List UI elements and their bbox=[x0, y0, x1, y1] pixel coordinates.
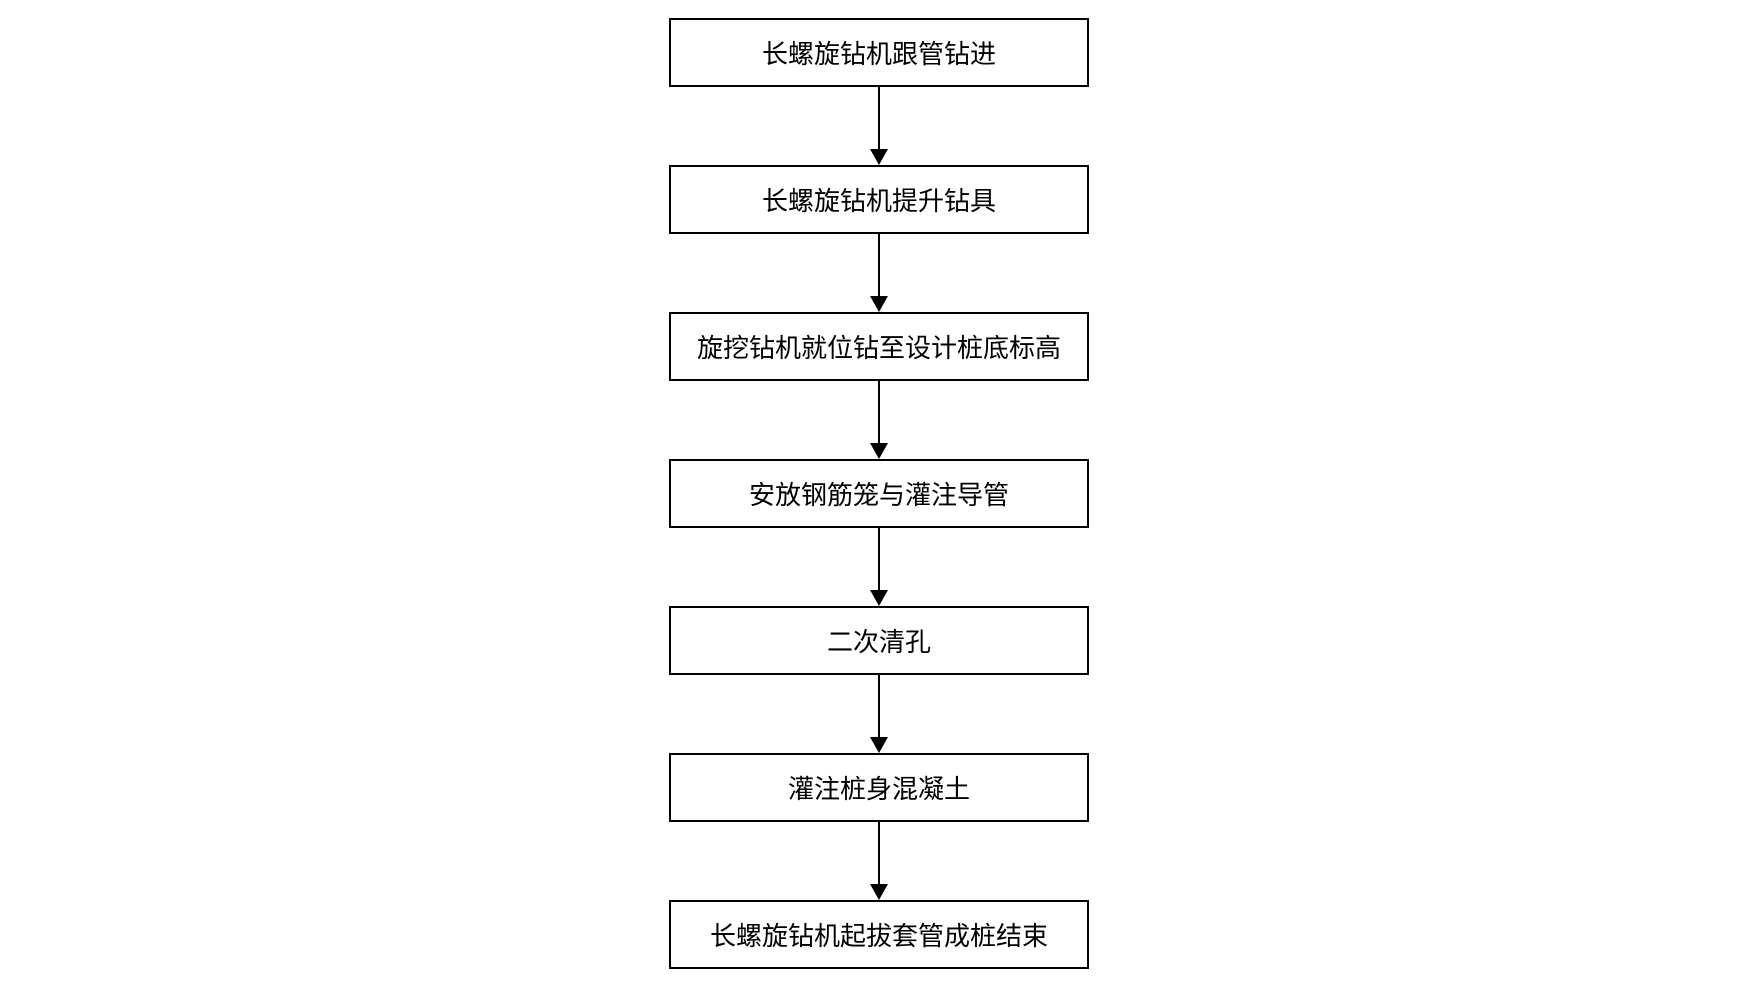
flowchart-node: 灌注桩身混凝土 bbox=[669, 753, 1089, 822]
arrow-down-icon bbox=[870, 528, 888, 606]
arrow-line bbox=[878, 234, 880, 296]
arrow-head bbox=[870, 884, 888, 900]
arrow-line bbox=[878, 675, 880, 737]
flowchart-node: 长螺旋钻机起拔套管成桩结束 bbox=[669, 900, 1089, 969]
node-label: 灌注桩身混凝土 bbox=[788, 769, 970, 806]
node-label: 安放钢筋笼与灌注导管 bbox=[749, 475, 1009, 512]
node-label: 长螺旋钻机跟管钻进 bbox=[762, 34, 996, 71]
arrow-down-icon bbox=[870, 234, 888, 312]
arrow-down-icon bbox=[870, 822, 888, 900]
flowchart-container: 长螺旋钻机跟管钻进 长螺旋钻机提升钻具 旋挖钻机就位钻至设计桩底标高 安放钢筋笼… bbox=[669, 18, 1089, 969]
arrow-head bbox=[870, 149, 888, 165]
node-label: 二次清孔 bbox=[827, 622, 931, 659]
arrow-head bbox=[870, 737, 888, 753]
flowchart-node: 旋挖钻机就位钻至设计桩底标高 bbox=[669, 312, 1089, 381]
flowchart-node: 二次清孔 bbox=[669, 606, 1089, 675]
flowchart-node: 长螺旋钻机提升钻具 bbox=[669, 165, 1089, 234]
node-label: 长螺旋钻机提升钻具 bbox=[762, 181, 996, 218]
arrow-line bbox=[878, 528, 880, 590]
arrow-line bbox=[878, 87, 880, 149]
arrow-down-icon bbox=[870, 381, 888, 459]
flowchart-node: 长螺旋钻机跟管钻进 bbox=[669, 18, 1089, 87]
arrow-head bbox=[870, 443, 888, 459]
arrow-line bbox=[878, 822, 880, 884]
arrow-down-icon bbox=[870, 675, 888, 753]
arrow-down-icon bbox=[870, 87, 888, 165]
node-label: 长螺旋钻机起拔套管成桩结束 bbox=[710, 916, 1048, 953]
arrow-line bbox=[878, 381, 880, 443]
node-label: 旋挖钻机就位钻至设计桩底标高 bbox=[697, 328, 1061, 365]
flowchart-node: 安放钢筋笼与灌注导管 bbox=[669, 459, 1089, 528]
arrow-head bbox=[870, 296, 888, 312]
arrow-head bbox=[870, 590, 888, 606]
